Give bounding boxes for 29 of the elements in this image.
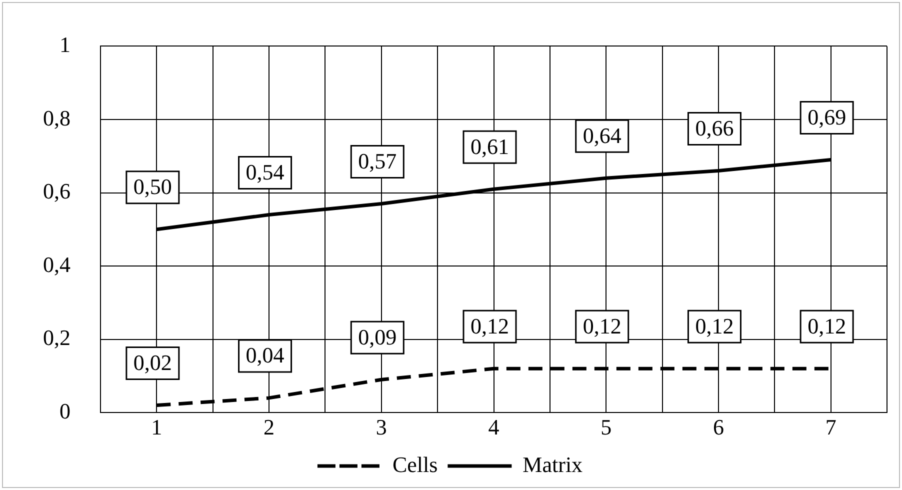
- y-tick-label: 0: [60, 398, 70, 424]
- data-label: 0,54: [246, 160, 284, 185]
- data-label: 0,12: [470, 313, 509, 338]
- x-tick-label: 6: [712, 414, 724, 440]
- data-label: 0,12: [695, 313, 734, 338]
- y-tick-label: 1: [60, 32, 70, 57]
- y-tick-label: 0,6: [43, 178, 70, 204]
- data-label: 0,64: [582, 122, 622, 148]
- x-tick-label: 4: [488, 414, 500, 440]
- data-label: 0,61: [470, 134, 509, 159]
- y-tick-label: 0,4: [43, 252, 70, 277]
- data-label: 0,09: [358, 324, 397, 350]
- data-label: 0,66: [695, 116, 734, 141]
- y-tick-label: 0,8: [43, 105, 70, 130]
- x-tick-label: 1: [151, 414, 162, 440]
- data-label: 0,12: [808, 313, 846, 338]
- data-label: 0,57: [358, 148, 397, 174]
- data-label: 0,12: [582, 313, 622, 338]
- x-tick-label: 2: [264, 414, 275, 440]
- y-tick-label: 0,2: [43, 325, 70, 350]
- x-tick-label: 5: [600, 414, 612, 440]
- x-tick-label: 3: [376, 414, 387, 440]
- data-label: 0,50: [133, 174, 172, 200]
- data-label: 0,02: [133, 350, 172, 376]
- data-label: 0,69: [808, 104, 846, 130]
- legend-label: Cells: [392, 452, 438, 477]
- data-label: 0,04: [246, 342, 284, 368]
- legend-label: Matrix: [522, 452, 583, 477]
- x-tick-label: 7: [825, 414, 836, 440]
